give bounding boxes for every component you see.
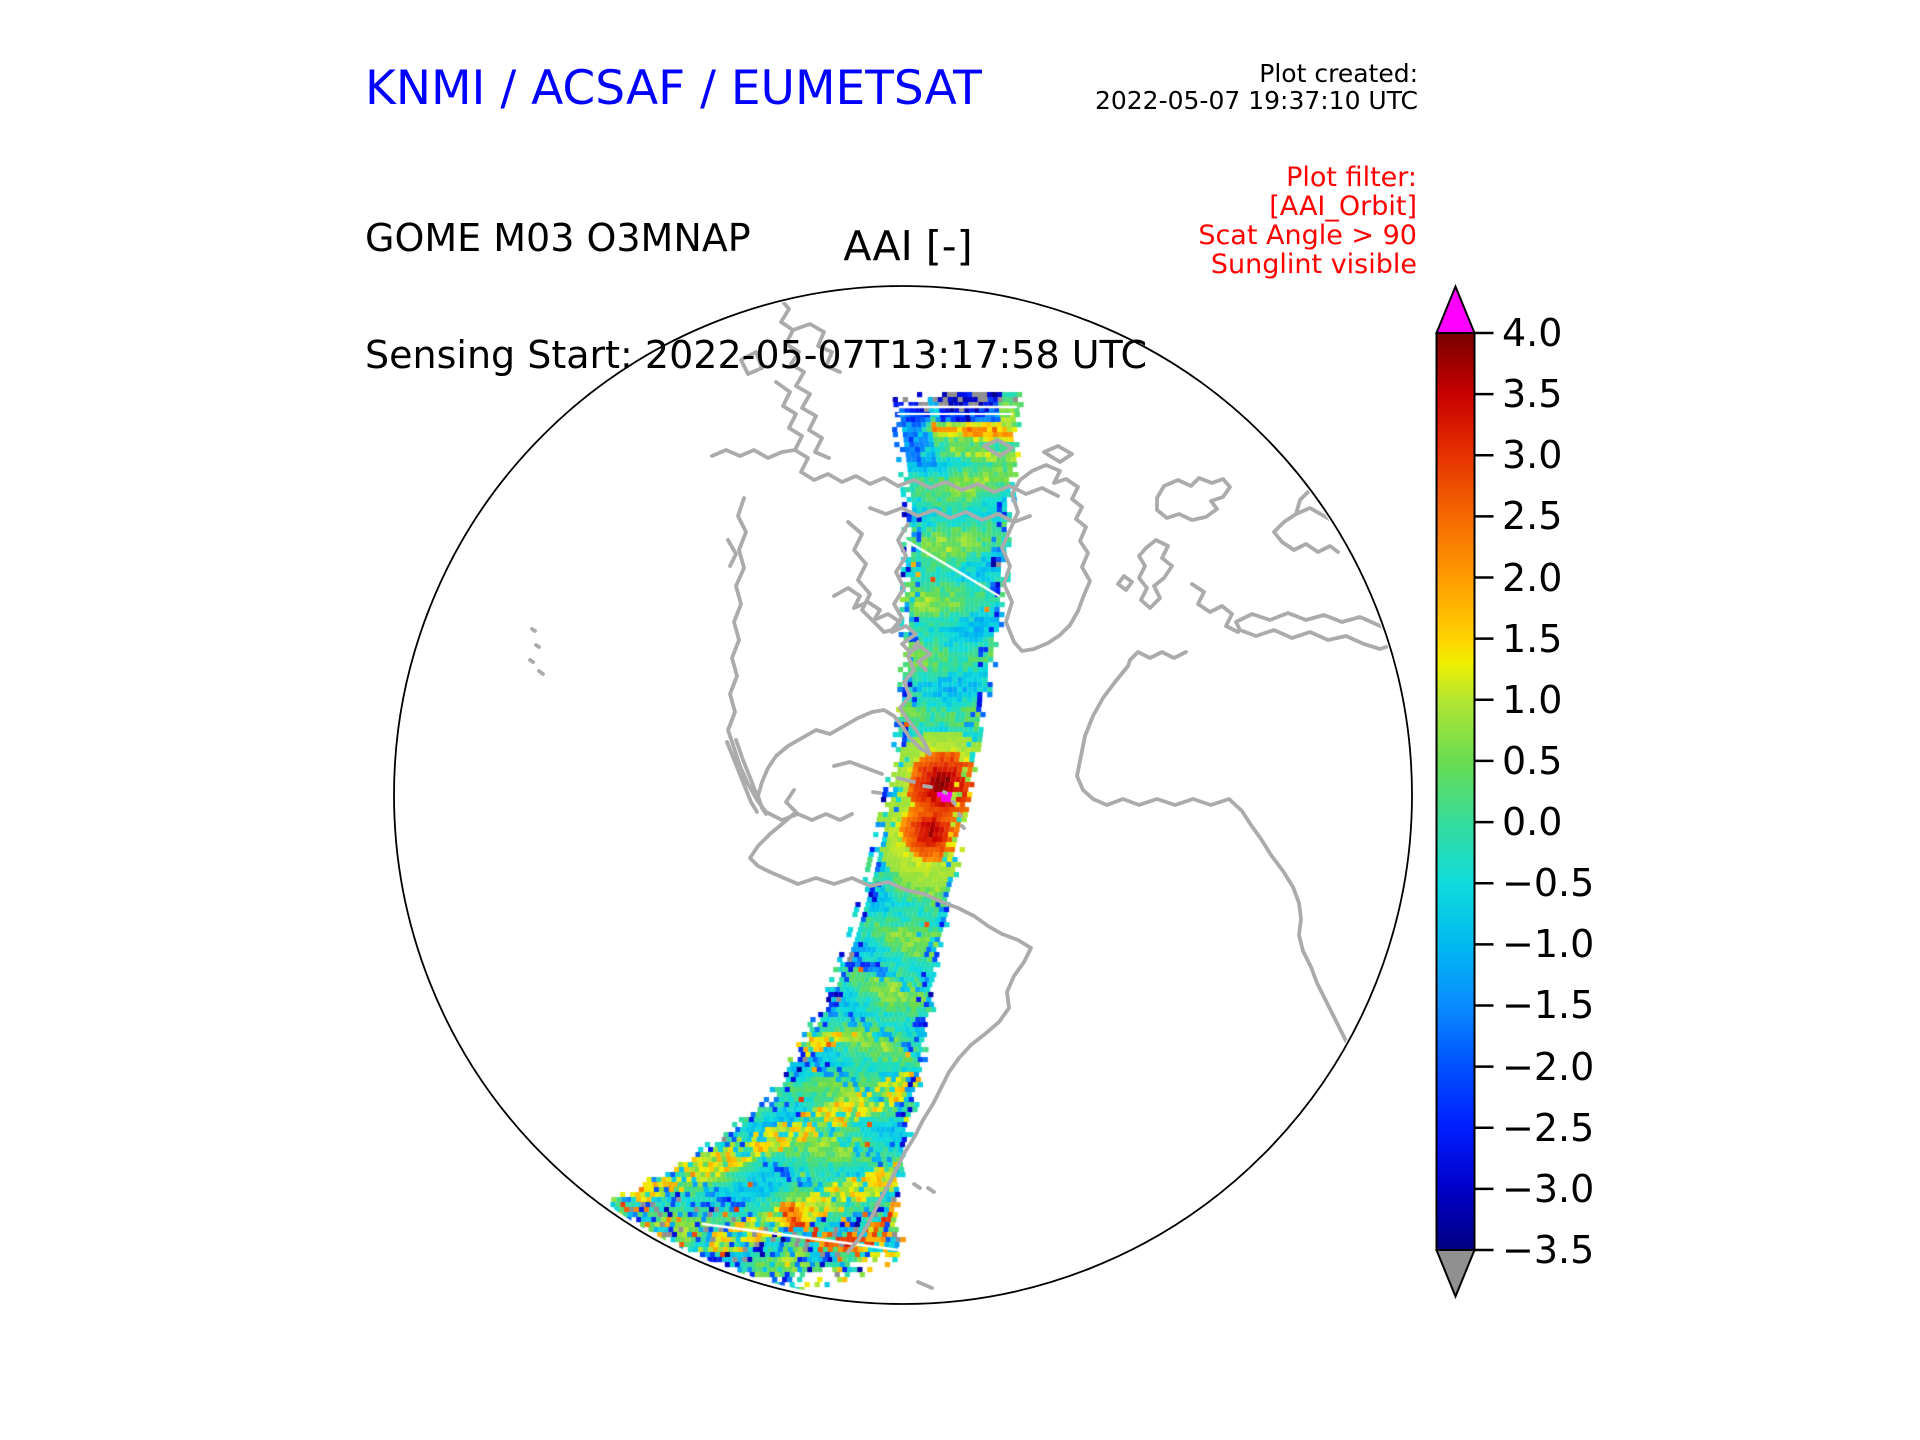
org-title: KNMI / ACSAF / EUMETSAT — [365, 61, 982, 116]
coastline-canadian-arctic — [868, 438, 1074, 524]
colorbar-tick-label: 0.5 — [1502, 738, 1563, 783]
colorbar-tick-label: 3.5 — [1502, 372, 1563, 417]
coastline-siberia-icon — [739, 294, 842, 460]
plot-title: AAI [-] — [843, 222, 973, 270]
sensing-start: Sensing Start: 2022-05-07T13:17:58 UTC — [365, 333, 1148, 377]
coastline-british-isles — [1116, 538, 1174, 610]
colorbar-tick-label: −2.0 — [1502, 1044, 1595, 1089]
colorbar-under-arrow — [1435, 1249, 1476, 1300]
colorbar-over-arrow — [1435, 283, 1476, 334]
coastline-alaska-icon — [710, 380, 900, 488]
coastline-iceland-icon — [1155, 476, 1232, 522]
colorbar-tick-label: −1.5 — [1502, 983, 1595, 1028]
plot-filter-line: Scat Angle > 90 — [1198, 220, 1417, 251]
plot-filter-block: Plot filter: [AAI_Orbit] Scat Angle > 90 Su… — [1198, 163, 1417, 279]
plot-created-value: 2022-05-07 19:37:10 UTC — [1094, 86, 1418, 115]
colorbar-tick-label: 2.0 — [1502, 555, 1563, 600]
colorbar-tick-label: −3.0 — [1502, 1166, 1595, 1211]
colorbar-gradient-bar — [1435, 332, 1476, 1251]
coastline-falklands-south-georgia — [912, 1182, 936, 1290]
plot-filter-line: Sunglint visible — [1210, 249, 1417, 280]
colorbar-tick-label: −1.0 — [1502, 922, 1595, 967]
colorbar-ticks — [1474, 331, 1494, 1252]
plot-created-label: Plot created: — [1259, 59, 1418, 88]
coastline-us-east-gulf-florida — [756, 640, 932, 822]
coastline-north-america-west — [725, 496, 768, 814]
colorbar-tick-label: −2.5 — [1502, 1105, 1595, 1150]
coastline-south-america — [796, 876, 1033, 1254]
product-name: GOME M03 O3MNAP — [365, 216, 751, 260]
colorbar-tick-label: −3.5 — [1502, 1228, 1595, 1272]
colorbar-tick-label: 2.5 — [1502, 494, 1563, 539]
colorbar-tick-label: −0.5 — [1502, 861, 1595, 906]
globe-outline — [393, 285, 1413, 1305]
plot-filter-line: [AAI_Orbit] — [1269, 191, 1417, 222]
coastlines-group — [528, 294, 1394, 1290]
coastline-africa — [1075, 664, 1349, 1045]
coastline-great-lakes — [832, 586, 932, 672]
colorbar-tick-label: 0.0 — [1502, 800, 1563, 845]
product-block: GOME M03 O3MNAP Sensing Start: 2022-05-0… — [365, 141, 1147, 453]
coastline-hawaii-icon — [528, 627, 545, 676]
colorbar-tick-label: 1.0 — [1502, 677, 1563, 722]
colorbar-tick-label: 3.0 — [1502, 433, 1563, 478]
plot-created-block: Plot created: 2022-05-07 19:37:10 UTC — [1095, 60, 1418, 114]
plot-filter-line: Plot filter: — [1286, 162, 1417, 193]
coastline-greenland — [1000, 463, 1092, 653]
coastline-caribbean-islands — [748, 760, 966, 886]
coastline-mediterranean — [1126, 611, 1394, 668]
colorbar-tick-label: 1.5 — [1502, 616, 1563, 661]
coastline-northwest-europe — [1190, 582, 1240, 634]
colorbar-tick-label: 4.0 — [1502, 311, 1563, 355]
